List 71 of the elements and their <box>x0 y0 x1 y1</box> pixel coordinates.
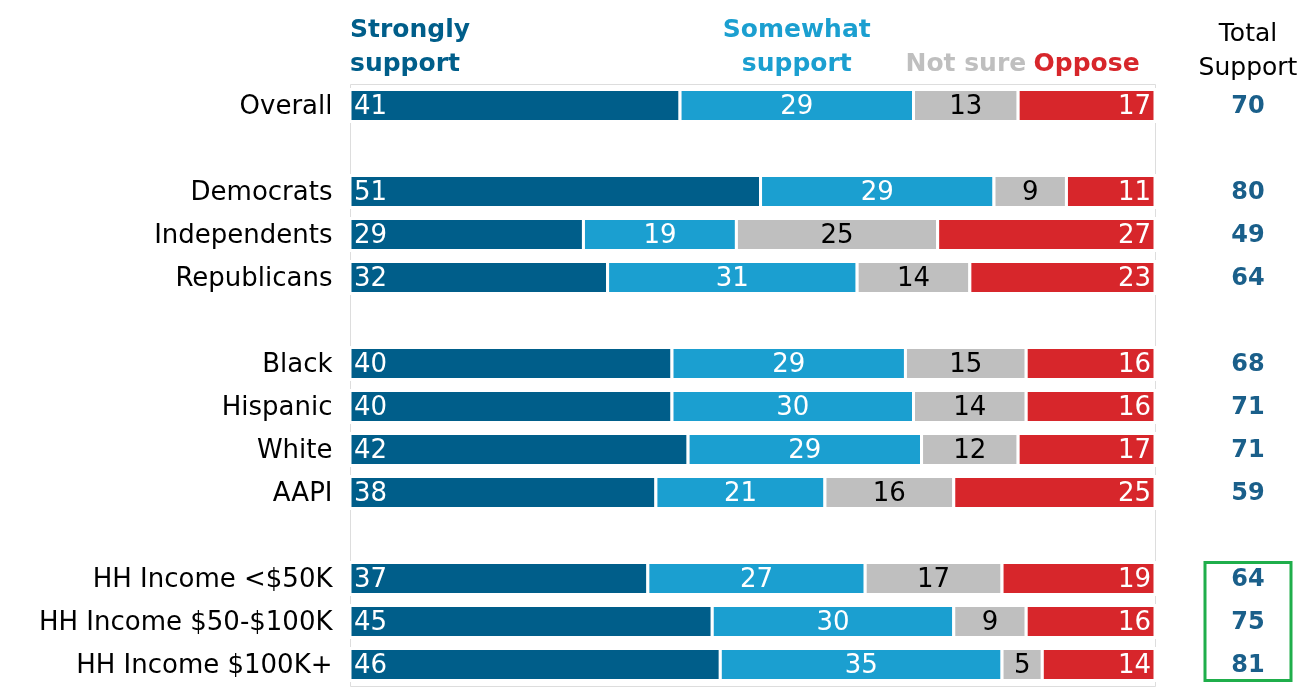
data-label: 25 <box>1117 476 1151 507</box>
data-label: 27 <box>739 562 774 593</box>
data-label: 25 <box>820 218 854 249</box>
data-label: 29 <box>772 347 806 378</box>
data-label: 16 <box>1117 390 1151 421</box>
data-label: 14 <box>953 390 987 421</box>
data-label: 11 <box>1117 175 1151 206</box>
data-label: 27 <box>1117 218 1151 249</box>
data-label: 29 <box>860 175 894 206</box>
data-label: 12 <box>953 433 987 464</box>
data-label: 23 <box>1117 261 1151 292</box>
data-label: 14 <box>1117 648 1151 679</box>
y-tick-label: Overall <box>239 89 333 120</box>
text: 71 <box>1231 434 1265 463</box>
data-label: 19 <box>643 218 677 249</box>
text: 64 <box>1231 563 1265 592</box>
data-label: 19 <box>1117 562 1151 593</box>
y-tick-label: Independents <box>154 218 333 249</box>
data-label: 17 <box>917 562 951 593</box>
text: 80 <box>1231 176 1265 205</box>
data-label: 37 <box>354 562 388 593</box>
series-label: Not sure <box>905 48 1027 77</box>
y-tick-label: Black <box>262 347 333 378</box>
series-label: Strongly support <box>350 14 471 77</box>
data-label: 15 <box>949 347 983 378</box>
text: 70 <box>1231 90 1265 119</box>
y-tick-label: HH Income $100K+ <box>76 648 333 679</box>
y-tick-label: Democrats <box>190 175 333 206</box>
data-label: 13 <box>949 89 983 120</box>
text: 49 <box>1231 219 1265 248</box>
series-label: Somewhat support <box>722 14 871 77</box>
data-label: 16 <box>1117 605 1151 636</box>
y-tick-label: HH Income <$50K <box>92 562 334 593</box>
data-label: 16 <box>1117 347 1151 378</box>
data-label: 35 <box>844 648 878 679</box>
text: Total Support <box>1198 18 1298 81</box>
data-label: 30 <box>776 390 810 421</box>
data-label: 29 <box>780 89 814 120</box>
data-label: 51 <box>354 175 388 206</box>
data-label: 38 <box>354 476 388 507</box>
data-label: 29 <box>788 433 822 464</box>
y-tick-label: White <box>256 433 333 464</box>
series-label: Oppose <box>1033 48 1140 77</box>
data-label: 5 <box>1013 648 1031 679</box>
data-label: 21 <box>723 476 757 507</box>
text: 71 <box>1231 391 1265 420</box>
text: 59 <box>1231 477 1265 506</box>
data-label: 31 <box>715 261 749 292</box>
data-label: 17 <box>1117 89 1151 120</box>
data-label: 16 <box>872 476 906 507</box>
data-label: 9 <box>981 605 999 636</box>
data-label: 40 <box>354 390 388 421</box>
data-label: 14 <box>896 261 931 292</box>
data-label: 41 <box>354 89 388 120</box>
data-label: 30 <box>816 605 850 636</box>
y-tick-label: HH Income $50-$100K <box>38 605 334 636</box>
data-label: 42 <box>354 433 388 464</box>
data-label: 29 <box>354 218 388 249</box>
y-tick-label: AAPI <box>272 476 333 507</box>
text: 64 <box>1231 262 1265 291</box>
data-label: 32 <box>354 261 388 292</box>
data-label: 9 <box>1021 175 1039 206</box>
text: 68 <box>1231 348 1265 377</box>
data-label: 46 <box>354 648 388 679</box>
text: 75 <box>1231 606 1265 635</box>
data-label: 40 <box>354 347 388 378</box>
text: 81 <box>1231 649 1265 678</box>
data-label: 45 <box>354 605 388 636</box>
y-tick-label: Hispanic <box>221 390 333 421</box>
y-tick-label: Republicans <box>175 261 333 292</box>
data-label: 17 <box>1117 433 1151 464</box>
